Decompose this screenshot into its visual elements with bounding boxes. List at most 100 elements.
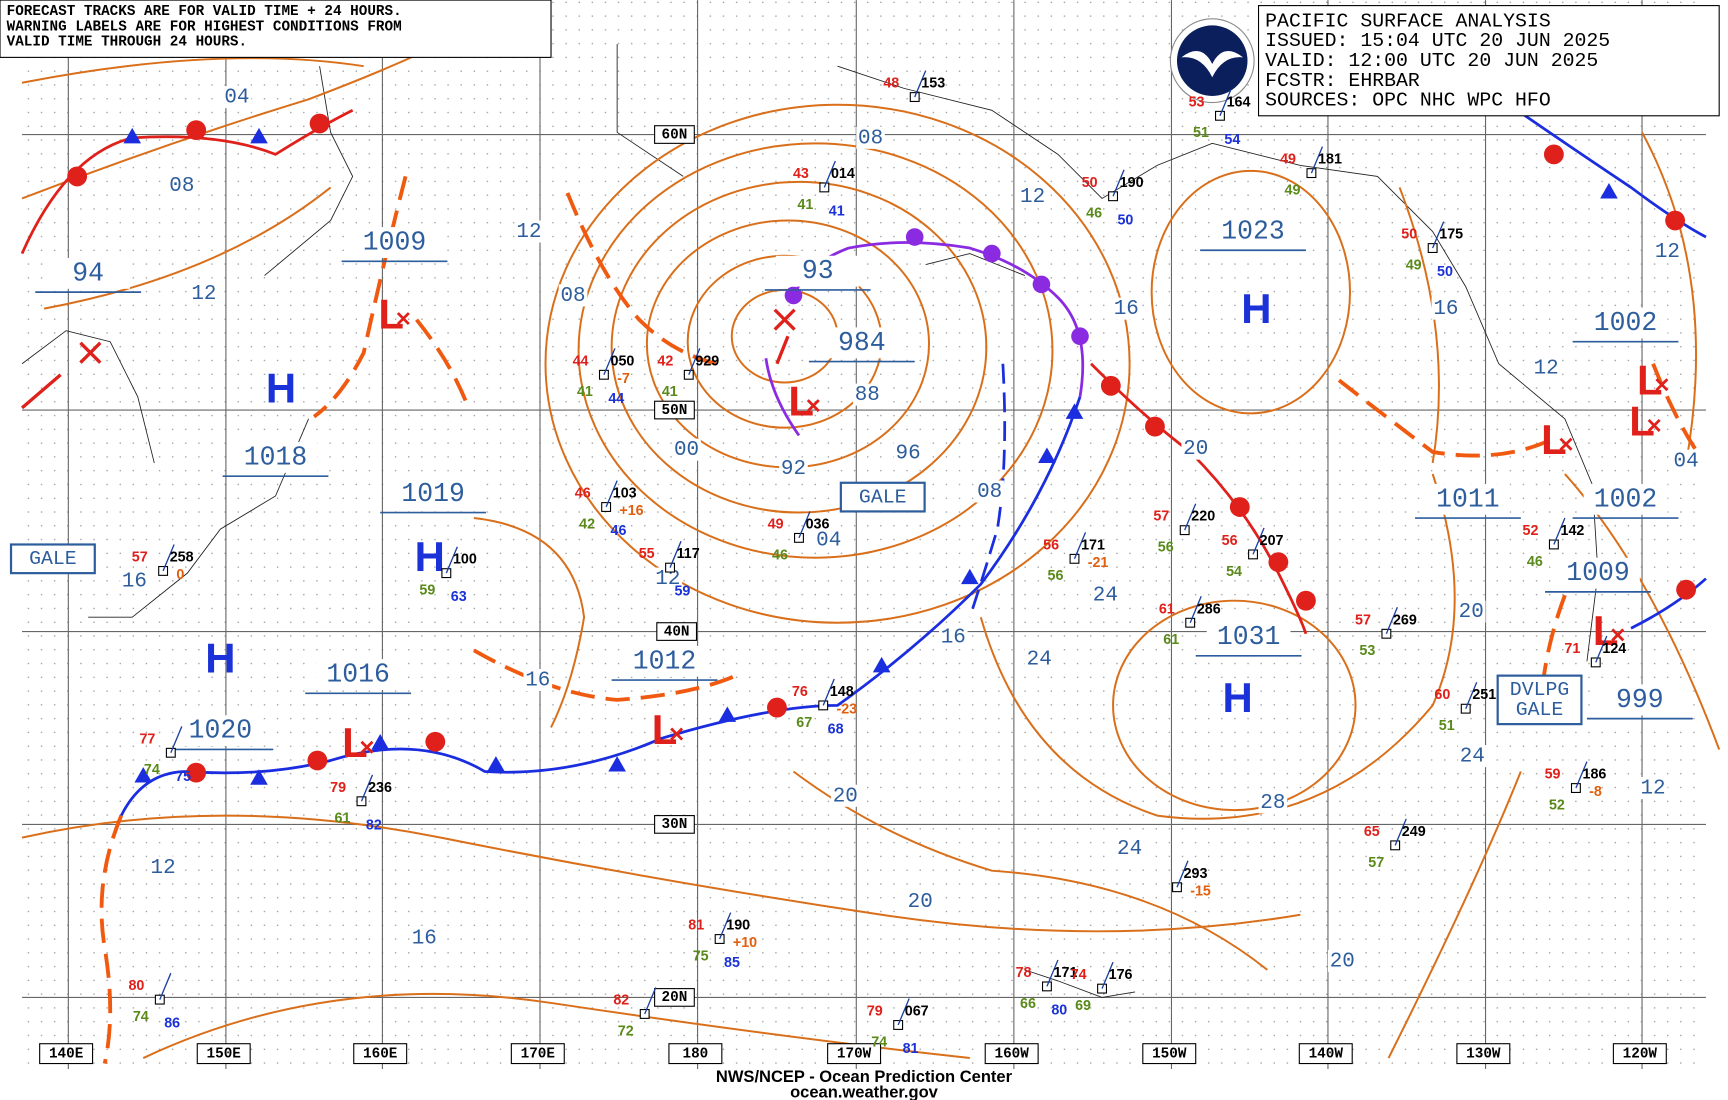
station-p: 186 [1583,767,1607,783]
center-label-bg [233,442,318,473]
wind-barb [688,348,701,376]
station-tend: -8 [1589,784,1602,800]
station-p: 171 [1054,965,1078,981]
station-t: 65 [1364,824,1380,840]
station-s: 54 [1224,132,1240,148]
wind-barb [1595,635,1608,663]
station-marker [1390,840,1401,851]
center-label-bg [819,327,904,359]
isobar-label: 20 [908,891,933,914]
station-marker [1097,983,1107,994]
isobar-label-bg [1115,837,1144,860]
wind-barb [822,678,835,706]
longitude-label-box [1456,1043,1511,1065]
occluded-front-symbol [1071,327,1089,346]
cold-front-symbol [1038,447,1056,463]
station-t: 56 [1222,533,1238,549]
cold-front-symbol [1600,183,1618,199]
info-line: VALID: 12:00 UTC 20 JUN 2025 [1265,49,1598,72]
longitude-label: 140W [1309,1046,1344,1062]
isobar-label: 12 [1640,778,1665,801]
longitude-label: 170E [521,1046,556,1062]
wind-barb [1432,221,1445,249]
station-t: 50 [1401,227,1417,243]
station-tend: -15 [1190,883,1211,899]
wind-barb [445,546,458,574]
isobar-label: 12 [655,568,680,591]
isobar-label-bg [905,890,935,913]
isobar-label-bg [653,567,683,590]
isobar-label: 12 [516,221,541,244]
station-t: 71 [1564,641,1580,657]
low-center-x [396,312,410,326]
warning-label: GALE [859,485,907,508]
isobar-label: 24 [1027,649,1052,672]
station-p: 236 [368,780,392,796]
center-label-bg [1206,621,1291,653]
wind-barb [360,774,374,802]
latitude-label-box [654,125,695,144]
warning-box [1496,674,1583,726]
station-p: 036 [806,516,830,532]
graticule [22,0,1706,1070]
station-p: 014 [831,166,855,182]
station-t: 57 [1153,509,1169,525]
station-t: 59 [1545,767,1561,783]
low-center-x [670,727,684,741]
station-p: 929 [695,353,719,369]
isobar-label-bg [558,284,588,307]
center-label-bg [391,478,475,510]
center-label-bg [1556,557,1640,589]
station-p: 286 [1197,601,1221,617]
occluded-front-symbol [983,244,1001,263]
station-t: 78 [1016,965,1032,981]
isobar-label-bg [1531,357,1561,380]
longitude-label-box [1142,1043,1197,1065]
center-pressure: 1020 [189,716,252,746]
station-d: 46 [772,547,788,563]
isobar-label-bg [1091,584,1120,607]
station-d: 74 [144,762,160,778]
station-t: 52 [1523,523,1539,539]
warning-box [9,543,96,575]
station-s: 63 [451,589,467,605]
station-tend: -7 [617,371,630,387]
wind-barb [1465,681,1478,709]
center-label-bg [1426,483,1510,515]
longitude-label-box [353,1043,408,1065]
isobar-label: 12 [191,283,216,306]
wind-barb [1394,818,1407,846]
isobar-label-bg [1653,240,1682,263]
note-box [0,0,552,58]
isobar-label: 16 [1433,298,1458,321]
station-s: 80 [1051,1002,1067,1018]
station-t: 57 [1355,612,1371,628]
longitude-label-box [196,1043,251,1065]
pressure-center-symbol: H [1222,674,1252,721]
center-pressure: 1011 [1436,484,1499,514]
isobar-label: 04 [1674,450,1699,473]
wind-barb [603,348,616,376]
station-p: 142 [1560,523,1584,539]
station-p: 176 [1109,967,1133,983]
noaa-logo-inner [1176,25,1248,96]
longitude-label: 170W [837,1046,872,1062]
note-line: WARNING LABELS ARE FOR HIGHEST CONDITION… [7,19,402,35]
center-label-bg [1583,483,1668,515]
coastlines [21,44,1599,998]
warm-front-symbol [425,731,446,752]
low-center-x [1611,628,1625,642]
station-p: 171 [1081,537,1105,553]
station-p: 190 [1120,175,1144,191]
isobar-label-bg [938,626,968,649]
center-pressure: 1002 [1594,484,1657,514]
station-p: 190 [726,918,750,934]
wind-barb [1553,517,1566,545]
station-d: 51 [1193,125,1209,141]
station-d: 52 [1549,797,1565,813]
isobar-label: 08 [169,175,194,198]
isobar-label-bg [189,282,219,305]
wind-barb [1219,89,1232,117]
isobar-label: 12 [1655,241,1680,264]
